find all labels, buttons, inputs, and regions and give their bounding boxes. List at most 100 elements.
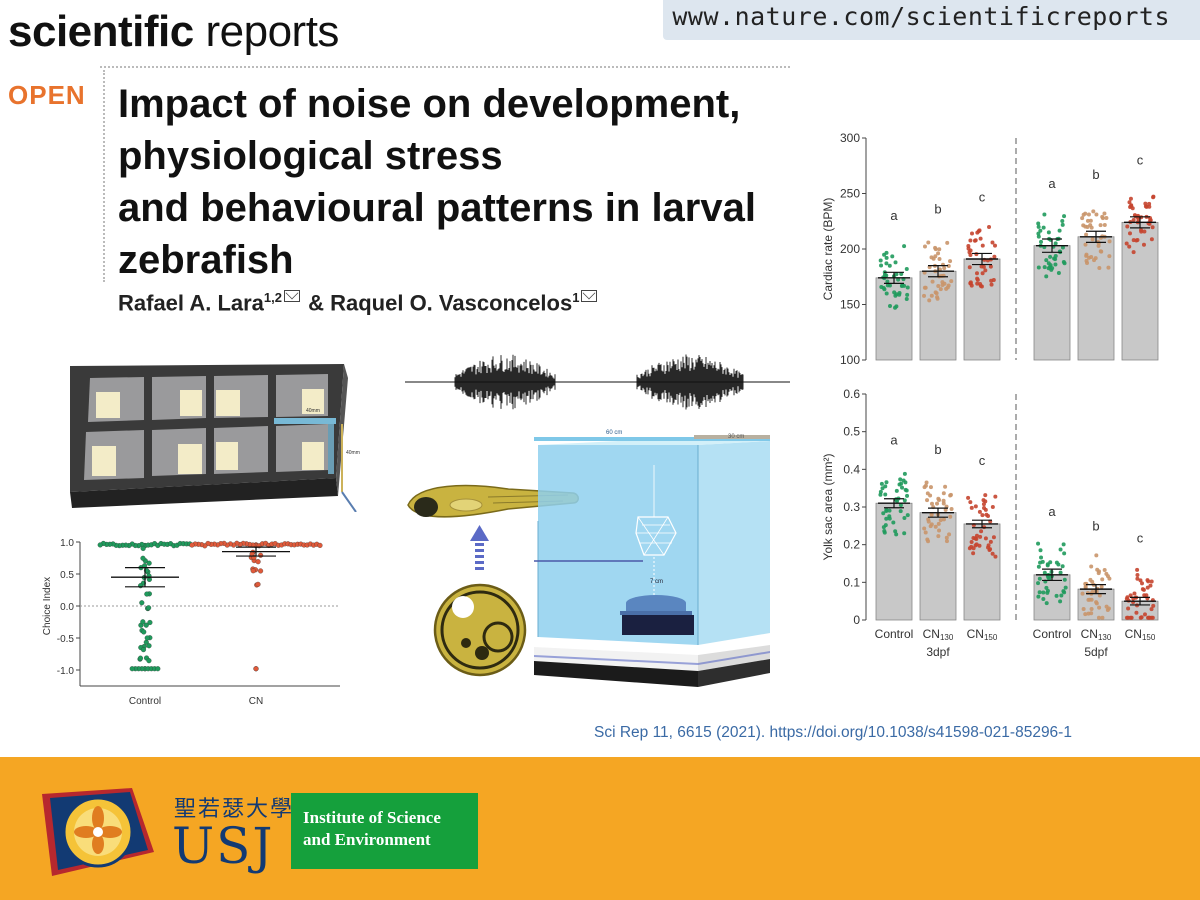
data-point [970, 231, 975, 236]
institute-badge: Institute of Science and Environment [291, 793, 478, 869]
data-point [1045, 588, 1050, 593]
x-tick-label: CN150 [1125, 627, 1156, 642]
zebrafish-larva-illustration [407, 484, 579, 518]
data-point [1056, 270, 1061, 275]
y-tick-label: 0.2 [843, 538, 860, 552]
data-point [966, 495, 971, 500]
data-point [1106, 265, 1111, 270]
data-point [927, 298, 932, 303]
data-point [1132, 213, 1137, 218]
data-point [1062, 214, 1067, 219]
usj-chinese-name: 聖若瑟大學 [174, 797, 295, 822]
email-icon[interactable] [284, 290, 300, 303]
author-list: Rafael A. Lara1,2 & Raquel O. Vasconcelo… [118, 290, 599, 316]
data-point [887, 508, 892, 513]
data-point [1060, 564, 1065, 569]
data-point [982, 505, 987, 510]
data-point [894, 532, 899, 537]
data-point [1144, 593, 1149, 598]
data-point [1148, 583, 1153, 588]
data-point [974, 542, 979, 547]
title-line: physiological stress [118, 134, 503, 178]
group-label: 3dpf [926, 645, 950, 659]
data-point [1127, 200, 1132, 205]
data-point [144, 635, 150, 641]
data-point [1098, 223, 1103, 228]
journal-url[interactable]: www.nature.com/scientificreports [672, 2, 1170, 31]
data-point [968, 500, 973, 505]
data-point [945, 285, 950, 290]
bar [963, 523, 1001, 621]
data-point [1102, 211, 1107, 216]
data-point [137, 655, 144, 661]
article-citation[interactable]: Sci Rep 11, 6615 (2021). https://doi.org… [594, 724, 1072, 741]
data-point [1036, 224, 1041, 229]
data-point [947, 532, 952, 537]
data-point [948, 514, 953, 519]
data-point [885, 279, 890, 284]
data-point [974, 533, 979, 538]
data-point [1084, 252, 1089, 257]
data-point [936, 496, 941, 501]
data-point [922, 526, 927, 531]
y-tick-label: -0.5 [57, 634, 75, 645]
data-point [1080, 591, 1085, 596]
author-affiliation: 1,2 [263, 290, 282, 305]
data-point [968, 280, 973, 285]
data-point [155, 666, 161, 672]
data-point [1150, 225, 1155, 230]
data-point [1053, 241, 1058, 246]
email-icon[interactable] [581, 290, 598, 303]
data-point [988, 539, 993, 544]
data-point [983, 536, 988, 541]
data-point [1036, 594, 1041, 599]
data-point [983, 268, 988, 273]
journal-name-bold: scientific [8, 7, 194, 56]
data-point [937, 528, 942, 533]
data-point [1147, 204, 1152, 209]
data-point [944, 535, 949, 540]
data-point [1053, 257, 1058, 262]
data-point [1151, 603, 1156, 608]
data-point [1085, 260, 1090, 265]
data-point [884, 291, 889, 296]
data-point [933, 245, 938, 250]
data-point [948, 259, 953, 264]
data-point [1088, 223, 1093, 228]
data-point [949, 279, 954, 284]
data-point [937, 257, 942, 262]
data-point [890, 254, 895, 259]
journal-url-banner: www.nature.com/scientificreports [663, 0, 1200, 40]
data-point [140, 545, 146, 552]
data-point [993, 554, 998, 559]
data-point [1148, 218, 1153, 223]
data-point [1053, 262, 1058, 267]
x-tick-label: CN130 [923, 627, 954, 642]
article-title: Impact of noise on development, physiolo… [118, 78, 808, 286]
data-point [1089, 254, 1094, 259]
y-tick-label: 0.3 [843, 500, 860, 514]
data-point [938, 287, 943, 292]
title-line: and behavioural patterns in larval [118, 186, 756, 230]
speaker-distance-label: 7 cm [650, 579, 663, 585]
zebrafish-embryo-illustration [433, 583, 527, 677]
institute-name: Institute of Science and Environment [303, 807, 441, 851]
significance-letter: a [890, 208, 898, 223]
data-point [948, 493, 953, 498]
data-point [922, 285, 927, 290]
data-point [1149, 607, 1154, 612]
data-point [922, 244, 927, 249]
data-point [925, 491, 930, 496]
significance-letter: c [1137, 530, 1144, 545]
data-point [255, 559, 261, 565]
data-point [902, 471, 907, 476]
title-line: Impact of noise on development, [118, 82, 741, 126]
x-tick-label: CN130 [1081, 627, 1112, 642]
data-point [989, 282, 994, 287]
data-point [1145, 578, 1150, 583]
data-point [1053, 253, 1058, 258]
author-name: Rafael A. Lara [118, 290, 264, 316]
data-point [1097, 266, 1102, 271]
data-point [887, 283, 892, 288]
significance-letter: b [934, 442, 941, 457]
